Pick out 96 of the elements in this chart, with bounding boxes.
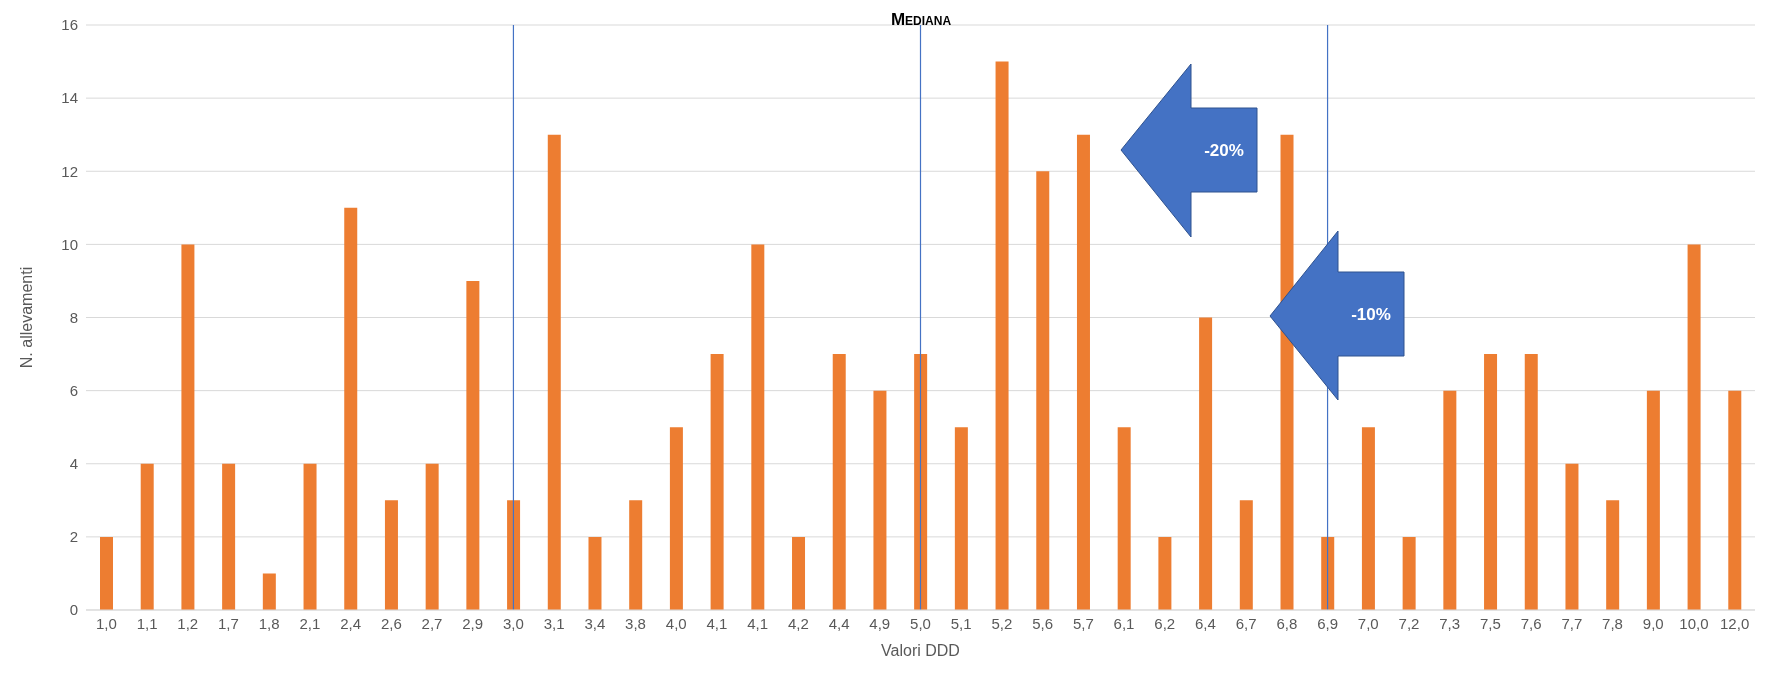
x-tick-label: 1,7 <box>218 614 239 632</box>
bar <box>1117 427 1131 610</box>
x-tick-label: 4,1 <box>747 614 769 632</box>
bar <box>303 463 317 610</box>
bar <box>1687 244 1701 610</box>
x-tick-label: 3,1 <box>543 614 565 632</box>
bar <box>222 463 236 610</box>
bar <box>669 427 683 610</box>
x-axis-title: Valori DDD <box>881 642 960 659</box>
x-tick-label: 7,8 <box>1602 614 1623 632</box>
x-tick-label: 3,8 <box>625 614 646 632</box>
x-tick-label: 6,1 <box>1113 614 1135 632</box>
bar <box>1361 427 1375 610</box>
bar <box>1443 390 1457 610</box>
x-tick-label: 4,0 <box>665 614 687 632</box>
x-tick-label: 7,7 <box>1561 614 1583 632</box>
y-tick-label: 14 <box>61 89 78 107</box>
bar <box>1524 354 1538 610</box>
bar <box>384 500 398 610</box>
x-tick-label: 7,0 <box>1357 614 1379 632</box>
bar <box>1199 317 1213 610</box>
bar <box>710 354 724 610</box>
x-tick-label: 12,0 <box>1720 614 1750 632</box>
x-tick-label: 1,8 <box>258 614 280 632</box>
bar <box>751 244 765 610</box>
x-tick-label: 10,0 <box>1679 614 1709 632</box>
x-tick-label: 5,1 <box>950 614 972 632</box>
x-tick-label: 5,7 <box>1072 614 1094 632</box>
bar <box>466 280 480 610</box>
bar <box>425 463 439 610</box>
y-tick-label: 2 <box>69 528 78 546</box>
bar <box>995 61 1009 610</box>
y-tick-label: 6 <box>69 381 78 399</box>
x-tick-label: 5,6 <box>1032 614 1054 632</box>
bar <box>832 354 846 610</box>
bar <box>1402 536 1416 610</box>
x-tick-label: 6,8 <box>1276 614 1298 632</box>
bar <box>1646 390 1660 610</box>
bar <box>1036 171 1050 610</box>
x-tick-label: 7,3 <box>1439 614 1461 632</box>
chart-title: Mediana <box>890 10 952 29</box>
x-tick-label: 2,7 <box>421 614 443 632</box>
y-tick-label: 8 <box>69 308 78 326</box>
x-tick-label: 2,9 <box>462 614 484 632</box>
bar <box>1076 134 1090 610</box>
bar <box>1239 500 1253 610</box>
bar <box>344 207 358 610</box>
bar <box>1321 536 1335 610</box>
y-tick-label: 4 <box>69 455 78 473</box>
x-tick-label: 6,4 <box>1195 614 1216 632</box>
annotation: -20% <box>1204 141 1244 160</box>
x-tick-label: 7,6 <box>1520 614 1542 632</box>
x-tick-label: 4,9 <box>869 614 891 632</box>
bar <box>262 573 276 610</box>
x-tick-label: 4,1 <box>706 614 728 632</box>
y-tick-label: 16 <box>61 16 78 34</box>
x-tick-label: 5,2 <box>991 614 1013 632</box>
bar <box>588 536 602 610</box>
x-tick-label: 3,4 <box>584 614 606 632</box>
x-tick-label: 5,0 <box>910 614 931 632</box>
x-tick-label: 4,2 <box>787 614 809 632</box>
y-tick-label: 10 <box>61 235 78 253</box>
bar <box>140 463 154 610</box>
bar <box>547 134 561 610</box>
bar <box>1606 500 1620 610</box>
x-tick-label: 2,1 <box>299 614 321 632</box>
y-axis-title: N. allevamenti <box>17 266 35 369</box>
y-tick-label: 0 <box>69 601 78 619</box>
bar <box>914 354 928 610</box>
x-tick-label: 1,0 <box>95 614 117 632</box>
x-tick-label: 3,0 <box>503 614 524 632</box>
x-tick-label: 1,1 <box>136 614 158 632</box>
bar <box>1280 134 1294 610</box>
bar <box>1565 463 1579 610</box>
bar <box>954 427 968 610</box>
x-tick-label: 6,7 <box>1235 614 1257 632</box>
bar <box>100 536 113 610</box>
bar <box>1728 390 1742 610</box>
x-tick-label: 1,2 <box>177 614 199 632</box>
bar <box>507 500 521 610</box>
bar <box>873 390 887 610</box>
x-tick-label: 7,2 <box>1398 614 1420 632</box>
annotation: -10% <box>1351 305 1391 324</box>
x-tick-label: 9,0 <box>1642 614 1664 632</box>
bar <box>1484 354 1498 610</box>
bar <box>629 500 643 610</box>
bar <box>181 244 195 610</box>
bar <box>1158 536 1172 610</box>
bar <box>792 536 806 610</box>
x-tick-label: 4,4 <box>828 614 850 632</box>
x-tick-label: 2,4 <box>340 614 362 632</box>
x-tick-label: 6,2 <box>1154 614 1176 632</box>
x-tick-label: 2,6 <box>380 614 402 632</box>
x-tick-label: 6,9 <box>1317 614 1338 632</box>
x-tick-label: 7,5 <box>1479 614 1501 632</box>
y-tick-label: 12 <box>61 162 78 180</box>
